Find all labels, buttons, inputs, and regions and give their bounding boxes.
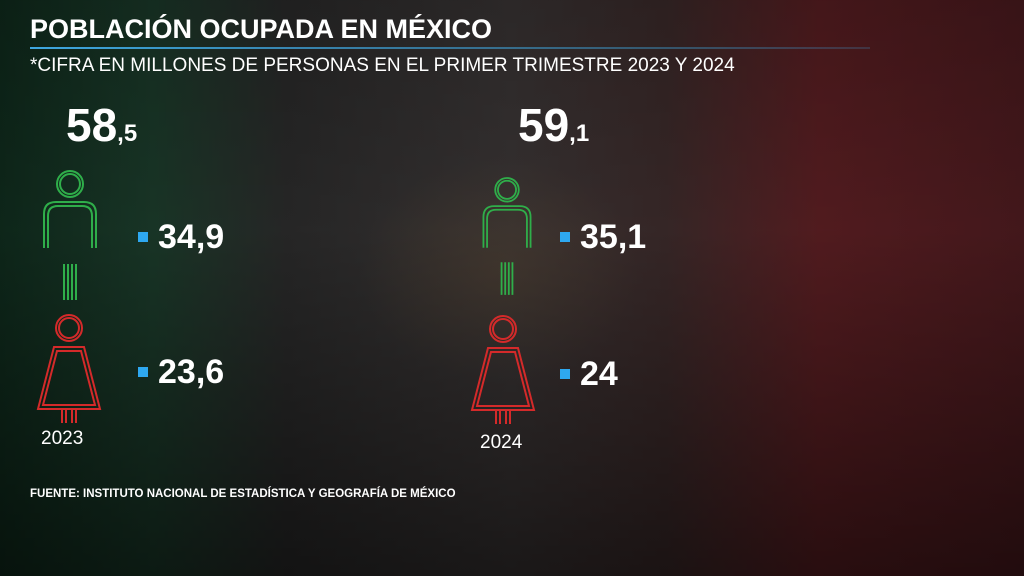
- bullet: [560, 369, 570, 379]
- total: 58,5: [66, 98, 137, 152]
- woman-icon: [470, 315, 536, 424]
- women-value: 24: [580, 355, 618, 393]
- year-label: 2023: [41, 428, 84, 449]
- bullet: [138, 367, 148, 377]
- bullet: [560, 232, 570, 242]
- women-value: 23,6: [158, 353, 225, 391]
- source: FUENTE: INSTITUTO NACIONAL DE ESTADÍSTIC…: [30, 488, 456, 500]
- men-value: 35,1: [580, 218, 647, 256]
- total-main: 58: [66, 99, 118, 151]
- bullet: [138, 232, 148, 242]
- title-rule: [30, 47, 870, 49]
- total: 59,1: [518, 98, 589, 152]
- woman-icon: [36, 314, 102, 423]
- year-label: 2024: [480, 432, 523, 453]
- men-value: 34,9: [158, 218, 225, 256]
- title: POBLACIÓN OCUPADA EN MÉXICO: [30, 14, 493, 44]
- subtitle: *CIFRA EN MILLONES DE PERSONAS EN EL PRI…: [30, 55, 735, 76]
- total-main: 59: [518, 99, 570, 151]
- total-decimal: ,5: [117, 120, 138, 147]
- man-icon: [482, 177, 532, 295]
- total-decimal: ,1: [569, 120, 590, 147]
- man-icon: [43, 170, 97, 300]
